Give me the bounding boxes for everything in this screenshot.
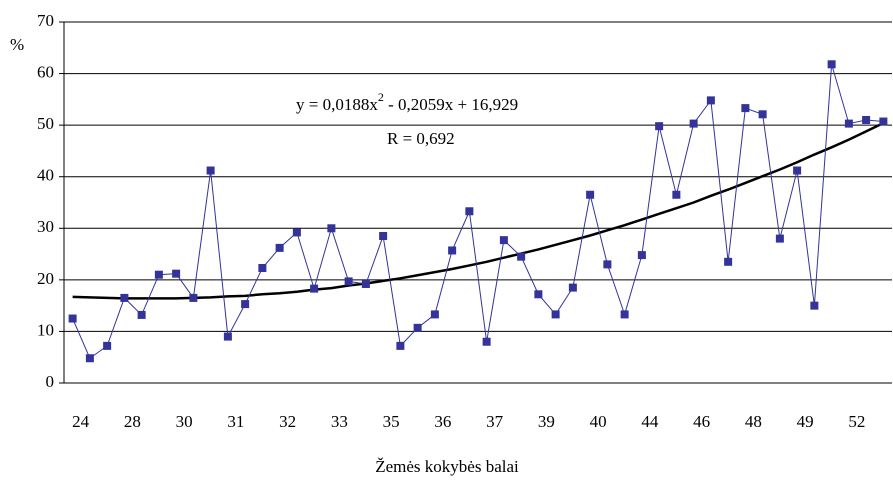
marker [827, 60, 836, 69]
marker [154, 270, 163, 279]
marker [672, 190, 681, 199]
marker [844, 119, 853, 128]
r-label: R = 0,692 [387, 129, 455, 148]
marker [361, 279, 370, 288]
marker [223, 332, 232, 341]
y-tick-label: 30 [37, 217, 54, 236]
marker [655, 122, 664, 131]
marker [482, 337, 491, 346]
equation-superscript: 2 [378, 90, 384, 104]
x-tick-label: 24 [72, 412, 90, 431]
equation-base: y = 0,0188x [296, 95, 378, 114]
y-axis-label: % [10, 35, 24, 54]
y-tick-label: 50 [37, 114, 54, 133]
x-tick-label: 36 [434, 412, 451, 431]
marker [68, 314, 77, 323]
marker [344, 277, 353, 286]
marker [448, 246, 457, 255]
marker [396, 341, 405, 350]
marker [85, 354, 94, 363]
trend-line [72, 121, 884, 300]
marker [103, 341, 112, 350]
marker [241, 300, 250, 309]
marker [534, 290, 543, 299]
marker [379, 232, 388, 241]
marker [465, 207, 474, 216]
marker [499, 236, 508, 245]
x-tick-label: 44 [641, 412, 659, 431]
x-tick-label: 49 [797, 412, 814, 431]
marker [706, 96, 715, 105]
y-tick-label: 40 [37, 166, 54, 185]
marker [310, 284, 319, 293]
marker [551, 310, 560, 319]
x-tick-label: 39 [538, 412, 555, 431]
x-tick-label: 32 [279, 412, 296, 431]
x-tick-label: 31 [227, 412, 244, 431]
equation-rest: - 0,2059x + 16,929 [384, 95, 518, 114]
x-tick-label: 48 [745, 412, 762, 431]
marker [724, 257, 733, 266]
y-tick-label: 10 [37, 320, 54, 339]
marker [775, 234, 784, 243]
x-tick-label: 28 [124, 412, 141, 431]
marker [275, 243, 284, 252]
marker [862, 115, 871, 124]
marker [517, 252, 526, 261]
marker [637, 251, 646, 260]
marker [620, 310, 629, 319]
marker [172, 269, 181, 278]
marker [292, 228, 301, 237]
marker [586, 190, 595, 199]
x-tick-label: 35 [383, 412, 400, 431]
marker [430, 310, 439, 319]
y-tick-label: 60 [37, 62, 54, 81]
marker [413, 323, 422, 332]
marker [793, 166, 802, 175]
marker [189, 293, 198, 302]
marker [689, 119, 698, 128]
marker [603, 260, 612, 269]
marker [758, 110, 767, 119]
x-tick-label: 33 [331, 412, 348, 431]
x-tick-label: 40 [590, 412, 607, 431]
marker [810, 301, 819, 310]
y-tick-label: 70 [37, 11, 54, 30]
y-tick-label: 0 [46, 372, 55, 391]
marker [327, 224, 336, 233]
x-tick-label: 46 [693, 412, 710, 431]
marker [137, 310, 146, 319]
x-tick-label: 52 [848, 412, 865, 431]
marker [879, 117, 888, 126]
y-tick-label: 20 [37, 269, 54, 288]
marker [258, 263, 267, 272]
x-tick-label: 30 [176, 412, 193, 431]
equation: y = 0,0188x2 - 0,2059x + 16,929 [296, 90, 518, 114]
marker [568, 283, 577, 292]
marker [206, 166, 215, 175]
marker [120, 293, 129, 302]
x-axis-label: Žemės kokybės balai [375, 457, 519, 476]
x-tick-label: 37 [486, 412, 504, 431]
marker [741, 104, 750, 113]
